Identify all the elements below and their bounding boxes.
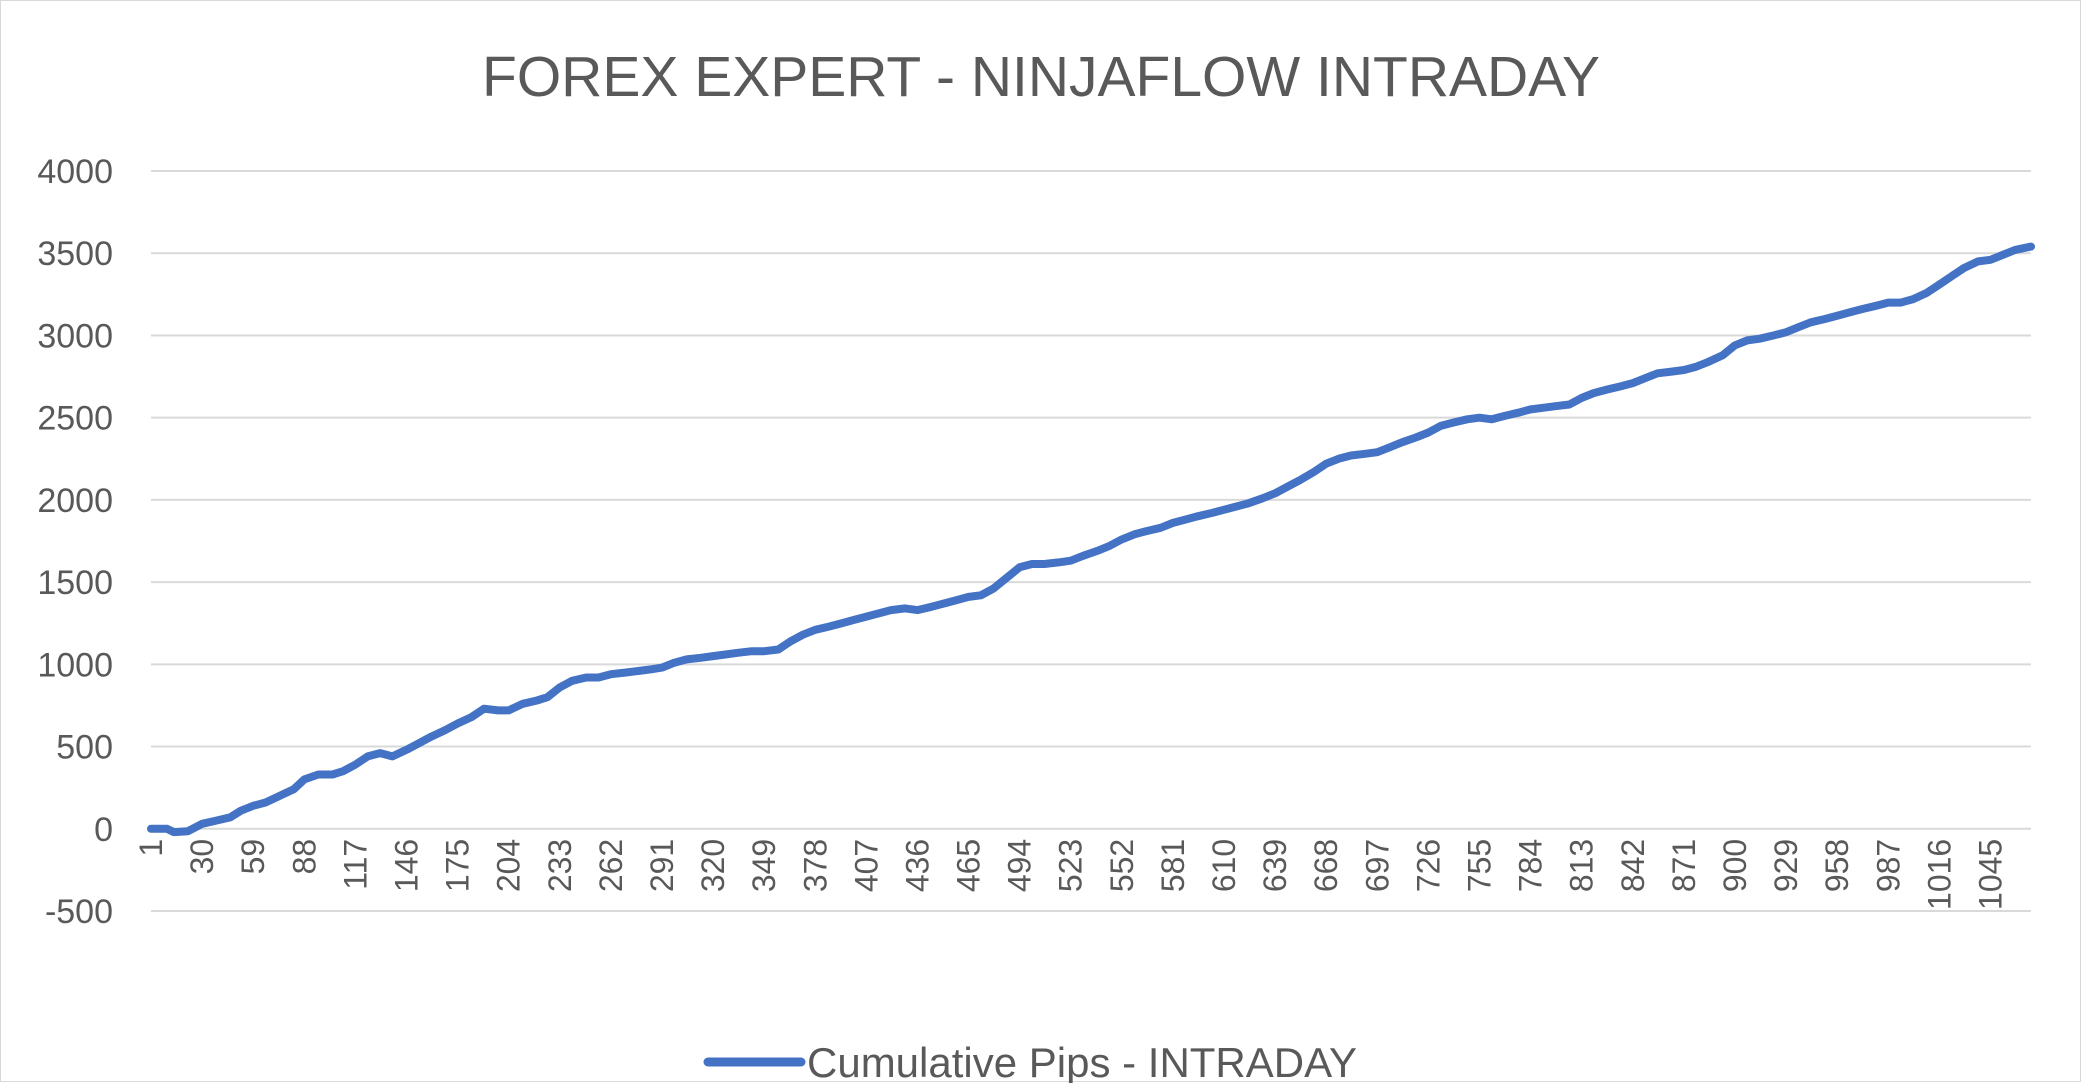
x-tick-label: 1045 xyxy=(1972,839,2008,910)
x-tick-label: 1 xyxy=(133,839,169,857)
y-tick-label: 4000 xyxy=(37,153,113,191)
y-tick-label: 2000 xyxy=(37,482,113,520)
x-tick-label: 726 xyxy=(1410,839,1446,892)
legend: Cumulative Pips - INTRADAY xyxy=(703,1039,1357,1083)
x-tick-label: 784 xyxy=(1513,839,1549,892)
gridlines xyxy=(151,170,2031,912)
y-tick-label: 3500 xyxy=(37,235,113,273)
x-tick-label: 523 xyxy=(1053,839,1089,892)
x-tick-label: 668 xyxy=(1308,839,1344,892)
x-tick-label: 755 xyxy=(1462,839,1498,892)
x-tick-label: 262 xyxy=(593,839,629,892)
x-tick-label: 465 xyxy=(951,839,987,892)
x-tick-label: 407 xyxy=(848,839,884,892)
y-tick-label: 1000 xyxy=(37,646,113,684)
x-tick-label: 436 xyxy=(899,839,935,892)
x-tick-label: 581 xyxy=(1155,839,1191,892)
x-tick-label: 900 xyxy=(1717,839,1753,892)
x-tick-label: 842 xyxy=(1615,839,1651,892)
x-tick-label: 378 xyxy=(797,839,833,892)
x-tick-label: 1016 xyxy=(1921,839,1957,910)
y-tick-label: 2500 xyxy=(37,400,113,438)
x-tick-label: 494 xyxy=(1002,839,1038,892)
x-tick-label: 610 xyxy=(1206,839,1242,892)
y-tick-label: 1500 xyxy=(37,564,113,602)
y-tick-label: 500 xyxy=(56,729,113,767)
chart-title: FOREX EXPERT - NINJAFLOW INTRADAY xyxy=(482,45,1600,109)
x-tick-label: 929 xyxy=(1768,839,1804,892)
y-tick-label: 3000 xyxy=(37,317,113,355)
y-tick-label: 0 xyxy=(94,811,113,849)
legend-label: Cumulative Pips - INTRADAY xyxy=(807,1039,1357,1083)
x-tick-label: 871 xyxy=(1666,839,1702,892)
x-tick-label: 233 xyxy=(542,839,578,892)
x-tick-label: 552 xyxy=(1104,839,1140,892)
y-tick-label: -500 xyxy=(45,893,113,931)
x-tick-label: 291 xyxy=(644,839,680,892)
x-tick-label: 59 xyxy=(235,839,271,875)
x-tick-label: 349 xyxy=(746,839,782,892)
x-tick-label: 697 xyxy=(1359,839,1395,892)
x-tick-label: 146 xyxy=(388,839,424,892)
x-tick-label: 88 xyxy=(286,839,322,875)
x-tick-label: 30 xyxy=(184,839,220,875)
x-tick-label: 813 xyxy=(1564,839,1600,892)
x-tick-label: 175 xyxy=(440,839,476,892)
x-axis-tick-labels: 1 30 59 88 117 146 175 204 233 262 291 320 349 378 407… xyxy=(133,839,2008,910)
series-layer xyxy=(147,242,2035,837)
x-tick-label: 987 xyxy=(1870,839,1906,892)
x-tick-label: 958 xyxy=(1819,839,1855,892)
x-tick-label: 320 xyxy=(695,839,731,892)
x-tick-label: 204 xyxy=(491,839,527,892)
y-axis-tick-labels: -500 0 500 1000 1500 2000 2500 3000 3500 4000 xyxy=(37,153,113,931)
x-tick-label: 639 xyxy=(1257,839,1293,892)
series-line-cumulative-pips xyxy=(147,242,2035,837)
x-tick-label: 117 xyxy=(337,839,373,890)
